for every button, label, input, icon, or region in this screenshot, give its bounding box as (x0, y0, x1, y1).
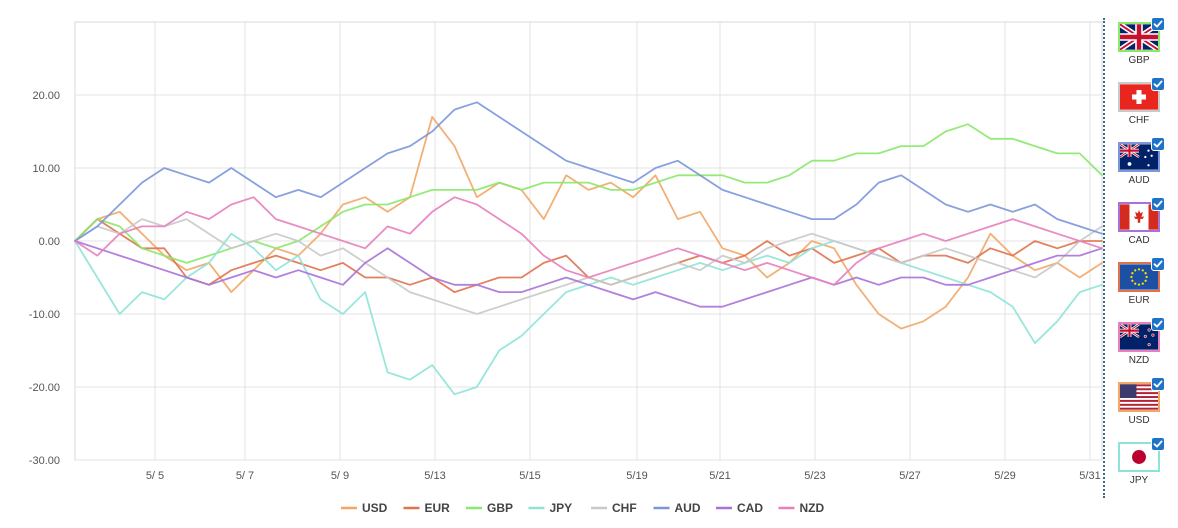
y-tick-label: 0.00 (39, 236, 60, 248)
x-tick-label: 5/19 (626, 470, 647, 482)
checkmark-icon[interactable] (1151, 257, 1165, 271)
series-line-usd (74, 116, 1103, 330)
japan-flag-icon (1120, 444, 1158, 470)
flag-toggle-jpy[interactable]: JPY (1117, 437, 1165, 496)
x-tick-label: 5/ 9 (331, 470, 349, 482)
canada-flag-icon (1120, 204, 1158, 230)
checkmark-icon[interactable] (1151, 377, 1165, 391)
currency-flag-panel: GBP CHF AUD CAD EUR NZD USD JPY (1103, 17, 1178, 498)
legend[interactable]: USD EUR GBP JPY CHF AUD CAD NZD (341, 501, 824, 515)
checkmark-icon[interactable] (1151, 197, 1165, 211)
x-tick-label: 5/ 7 (236, 470, 254, 482)
x-tick-label: 5/21 (709, 470, 730, 482)
flag-frame (1118, 17, 1165, 52)
x-axis: 5/ 5 5/ 7 5/ 9 5/13 5/15 5/19 5/21 5/23 5/27 5/29… (146, 470, 1101, 482)
flag-toggle-cad[interactable]: CAD (1117, 197, 1165, 256)
legend-label: EUR (425, 501, 451, 515)
x-tick-label: 5/ 5 (146, 470, 164, 482)
flag-label: AUD (1128, 175, 1150, 186)
flag-toggle-usd[interactable]: USD (1117, 377, 1165, 436)
flag-toggle-eur[interactable]: EUR (1117, 257, 1165, 316)
flag-label: NZD (1128, 355, 1150, 366)
checkmark-icon[interactable] (1151, 437, 1165, 451)
x-tick-label: 5/27 (899, 470, 920, 482)
flag-frame (1118, 317, 1165, 352)
flag-frame (1118, 257, 1165, 292)
legend-item-cad[interactable]: CAD (716, 501, 763, 515)
y-tick-label: -10.00 (29, 309, 60, 321)
legend-label: NZD (800, 501, 825, 515)
x-tick-label: 5/13 (424, 470, 445, 482)
series-line-cad (74, 240, 1103, 308)
flag-frame (1118, 137, 1165, 172)
flag-toggle-nzd[interactable]: NZD (1117, 317, 1165, 376)
flag-frame (1118, 377, 1165, 412)
x-tick-label: 5/15 (519, 470, 540, 482)
x-tick-label: 5/23 (804, 470, 825, 482)
x-tick-label: 5/29 (994, 470, 1015, 482)
y-axis: 20.00 10.00 0.00 -10.00 -20.00 -30.00 (29, 90, 60, 467)
uk-flag-icon (1120, 24, 1158, 50)
flag-toggle-gbp[interactable]: GBP (1117, 17, 1165, 76)
checkmark-icon[interactable] (1151, 77, 1165, 91)
series-line-aud (74, 101, 1103, 242)
flag-label: GBP (1128, 55, 1150, 66)
y-tick-label: -20.00 (29, 382, 60, 394)
flag-frame (1118, 197, 1165, 232)
legend-item-chf[interactable]: CHF (591, 501, 637, 515)
checkmark-icon[interactable] (1151, 137, 1165, 151)
legend-label: CAD (737, 501, 763, 515)
checkmark-icon[interactable] (1151, 317, 1165, 331)
series-layer (74, 101, 1103, 396)
flag-label: EUR (1128, 295, 1150, 306)
legend-label: CHF (612, 501, 637, 515)
flag-label: USD (1128, 415, 1150, 426)
checkmark-icon[interactable] (1151, 17, 1165, 31)
flag-toggle-aud[interactable]: AUD (1117, 137, 1165, 196)
legend-item-aud[interactable]: AUD (653, 501, 701, 515)
series-line-nzd (74, 196, 1103, 286)
legend-label: JPY (550, 501, 573, 515)
flag-frame (1118, 437, 1165, 472)
x-tick-label: 5/31 (1079, 470, 1100, 482)
legend-item-nzd[interactable]: NZD (778, 501, 825, 515)
flag-label: CAD (1128, 235, 1150, 246)
y-tick-label: -30.00 (29, 455, 60, 467)
legend-item-jpy[interactable]: JPY (528, 501, 573, 515)
legend-item-eur[interactable]: EUR (403, 501, 451, 515)
flag-toggle-chf[interactable]: CHF (1117, 77, 1165, 136)
legend-label: USD (362, 501, 388, 515)
legend-label: AUD (675, 501, 701, 515)
y-tick-label: 20.00 (32, 90, 60, 102)
legend-item-gbp[interactable]: GBP (466, 501, 513, 515)
flag-frame (1118, 77, 1165, 112)
legend-label: GBP (487, 501, 513, 515)
grid-layer (75, 22, 1102, 461)
legend-item-usd[interactable]: USD (341, 501, 388, 515)
y-tick-label: 10.00 (32, 163, 60, 175)
flag-label: JPY (1129, 475, 1149, 486)
flag-label: CHF (1128, 115, 1150, 126)
